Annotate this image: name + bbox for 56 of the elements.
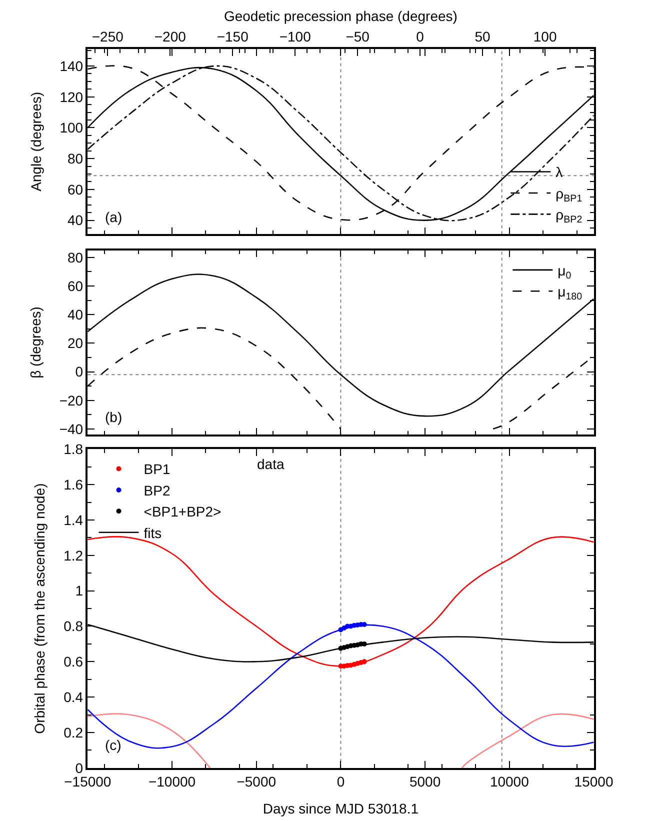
x2-tick-label: 50 [474, 28, 491, 45]
y-tick-label: 0 [75, 364, 84, 380]
y-tick-label: 20 [68, 335, 84, 352]
annotation: data [257, 456, 284, 472]
x2-tick-label: −150 [216, 28, 249, 45]
legend-label: ρ$_{BP1}$ [556, 185, 582, 204]
y-tick-label: 1 [75, 582, 84, 599]
annotation: (c) [105, 737, 122, 753]
y-tick-label: 80 [68, 249, 84, 266]
x2-tick-label: −100 [279, 28, 312, 45]
y-tick-label: 0.4 [64, 688, 84, 705]
y-axis-title: Angle (degrees) [28, 92, 44, 192]
annotation: (a) [105, 209, 122, 225]
x2-tick-label: 100 [533, 28, 557, 45]
x2-axis-title: Geodetic precession phase (degrees) [224, 8, 458, 24]
x2-tick-label: −250 [92, 28, 124, 45]
y-tick-label: 40 [68, 306, 84, 323]
x2-tick-label: −200 [154, 28, 186, 45]
y-tick-label: 1.2 [64, 547, 84, 564]
x-tick-label: 5000 [409, 773, 441, 790]
y-axis-title: Orbital phase (from the ascending node) [32, 483, 48, 734]
y-tick-label: 1.8 [64, 441, 84, 458]
legend-label: BP1 [144, 461, 170, 478]
legend-label: ρ$_{BP2}$ [556, 206, 582, 226]
y-tick-label: 40 [68, 212, 84, 228]
y-axis-title: β (degrees) [27, 306, 44, 378]
y-tick-label: 100 [60, 120, 84, 136]
y-tick-label: 1.4 [64, 512, 84, 528]
y-tick-label: 120 [60, 88, 84, 105]
x-axis-title: Days since MJD 53018.1 [262, 800, 419, 816]
x-tick-label: 10000 [490, 773, 530, 790]
y-tick-label: 0 [75, 760, 84, 776]
y-tick-label: −40 [59, 420, 84, 437]
legend-label: BP2 [144, 482, 170, 498]
y-tick-label: 0.6 [64, 654, 84, 670]
legend-label: <BP1+BP2> [144, 504, 222, 520]
x-tick-label: −10000 [148, 773, 196, 790]
x2-tick-label: 0 [416, 28, 424, 45]
y-tick-label: 0.2 [64, 724, 84, 740]
annotation: (b) [105, 409, 122, 425]
legend-label: μ$_{180}$ [558, 284, 583, 303]
legend-label: fits [144, 524, 162, 541]
y-tick-label: 140 [60, 58, 84, 74]
x-tick-label: 0 [336, 773, 345, 790]
x-tick-label: −5000 [236, 773, 276, 790]
x2-tick-label: −50 [346, 28, 370, 45]
y-tick-label: 60 [68, 278, 84, 294]
y-tick-label: 60 [68, 181, 84, 198]
y-tick-label: 80 [68, 150, 84, 167]
x-tick-label: 15000 [574, 773, 614, 790]
y-tick-label: 1.6 [64, 476, 84, 492]
x-tick-label: −15000 [64, 773, 112, 790]
y-tick-label: −20 [59, 392, 84, 408]
legend-label: λ [556, 164, 563, 180]
y-tick-label: 0.8 [64, 618, 84, 634]
legend-label: μ$_{0}$ [558, 262, 572, 282]
